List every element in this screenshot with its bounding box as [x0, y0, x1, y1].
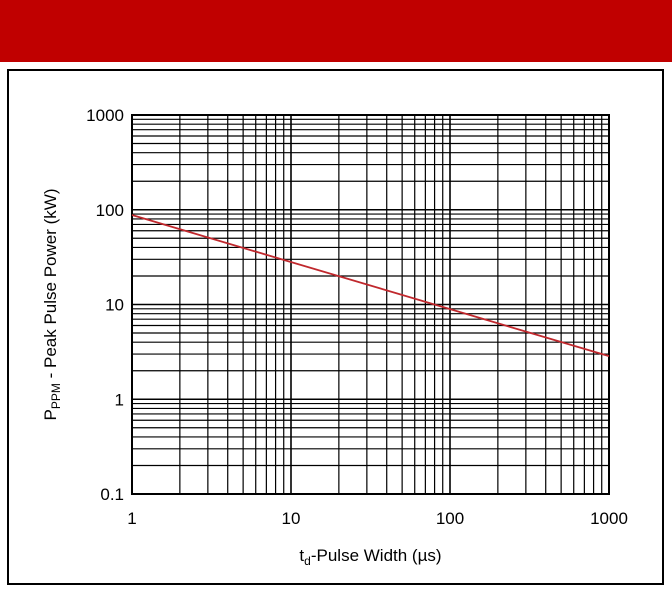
- x-axis-label: td-Pulse Width (µs): [299, 546, 441, 568]
- y-tick-label: 10: [105, 296, 124, 315]
- y-axis-label-sub: PPM: [49, 383, 63, 409]
- series-layer: [131, 214, 610, 358]
- y-axis-label: PPPM - Peak Pulse Power (kW): [41, 189, 63, 421]
- x-axis-label-sub: d: [304, 554, 311, 568]
- y-axis-label-rest: - Peak Pulse Power (kW): [41, 189, 60, 384]
- x-axis-label-rest: -Pulse Width (µs): [311, 546, 442, 565]
- header-bar: [0, 0, 672, 62]
- y-tick-label: 100: [96, 201, 124, 220]
- x-tick-label: 1: [127, 509, 136, 528]
- chart-frame: [7, 69, 664, 585]
- plot-area-border: [131, 114, 610, 495]
- y-tick-labels: 0.1 1 10 100 1000: [86, 106, 124, 504]
- y-tick-label: 1: [115, 390, 124, 409]
- y-tick-label: 1000: [86, 106, 124, 125]
- y-tick-label: 0.1: [100, 485, 124, 504]
- grid: [132, 115, 609, 494]
- series-line-0: [131, 214, 610, 358]
- x-tick-label: 100: [436, 509, 464, 528]
- x-axis-label-main: t: [299, 546, 304, 565]
- x-tick-labels: 1 10 100 1000: [127, 509, 628, 528]
- x-tick-label: 1000: [590, 509, 628, 528]
- y-axis-label-main: P: [41, 409, 60, 420]
- x-tick-label: 10: [282, 509, 301, 528]
